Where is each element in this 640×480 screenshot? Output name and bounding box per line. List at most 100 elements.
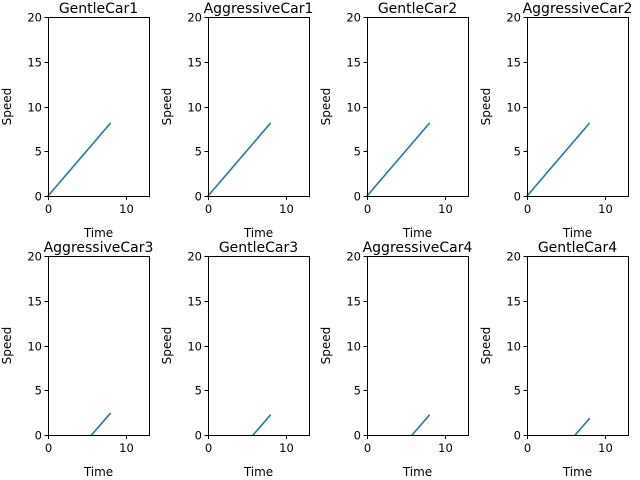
- x-tick-label: 0: [524, 202, 531, 216]
- speed-series-line: [574, 417, 591, 437]
- x-axis-label: Time: [562, 226, 592, 240]
- x-tick-label: 10: [598, 202, 613, 216]
- y-tick-label: 10: [187, 101, 202, 115]
- subplot-gentlecar1: GentleCar1 0 5 10 15 20 0 10 Time Speed: [0, 1, 150, 240]
- y-tick-label: 10: [346, 340, 361, 354]
- axes-frame: [48, 256, 150, 436]
- subplot-title: AggressiveCar4: [363, 240, 473, 256]
- y-tick-label: 20: [187, 11, 202, 25]
- subplot-title: AggressiveCar2: [523, 1, 633, 17]
- axes-frame: [208, 256, 310, 436]
- y-tick-label: 0: [35, 429, 42, 443]
- subplot-aggressivecar4: AggressiveCar4 0 5 10 15 20 0 10 Time Speed: [319, 240, 472, 479]
- y-tick-label: 20: [506, 11, 521, 25]
- x-tick-label: 10: [438, 441, 453, 455]
- y-tick-label: 5: [514, 145, 521, 159]
- y-axis-label: Speed: [160, 327, 174, 365]
- y-tick-label: 5: [35, 384, 42, 398]
- speed-series-line: [410, 414, 431, 437]
- x-axis-label: Time: [243, 465, 273, 479]
- axes-frame: [527, 256, 629, 436]
- y-tick-label: 15: [506, 295, 521, 309]
- y-tick-label: 10: [506, 101, 521, 115]
- subplot-title: GentleCar3: [219, 240, 298, 256]
- y-tick-label: 5: [35, 145, 42, 159]
- y-tick-label: 0: [514, 190, 521, 204]
- y-tick-label: 5: [514, 384, 521, 398]
- speed-series-line: [251, 414, 272, 437]
- y-axis-label: Speed: [160, 88, 174, 126]
- subplot-gentlecar4: GentleCar4 0 5 10 15 20 0 10 Time Speed: [479, 240, 629, 479]
- axes-frame: [527, 17, 629, 197]
- y-axis-label: Speed: [0, 327, 14, 365]
- y-tick-label: 15: [346, 56, 361, 70]
- x-tick-label: 10: [279, 441, 294, 455]
- y-tick-label: 0: [354, 429, 361, 443]
- x-tick-label: 0: [524, 441, 531, 455]
- x-tick-label: 0: [45, 202, 52, 216]
- y-tick-label: 20: [346, 11, 361, 25]
- y-axis-label: Speed: [319, 88, 333, 126]
- x-tick-label: 10: [438, 202, 453, 216]
- axes-frame: [48, 17, 150, 197]
- y-tick-label: 15: [346, 295, 361, 309]
- x-tick-label: 10: [279, 202, 294, 216]
- x-axis-label: Time: [402, 465, 432, 479]
- y-tick-label: 10: [187, 340, 202, 354]
- x-tick-label: 0: [364, 202, 371, 216]
- x-tick-label: 10: [119, 441, 134, 455]
- y-axis-label: Speed: [319, 327, 333, 365]
- y-tick-label: 10: [27, 340, 42, 354]
- y-tick-label: 15: [506, 56, 521, 70]
- y-tick-label: 20: [187, 250, 202, 264]
- y-tick-label: 0: [35, 190, 42, 204]
- y-tick-label: 15: [187, 56, 202, 70]
- x-axis-label: Time: [402, 226, 432, 240]
- speed-series-line: [206, 122, 272, 198]
- subplot-gentlecar3: GentleCar3 0 5 10 15 20 0 10 Time Speed: [160, 240, 310, 479]
- subplot-title: AggressiveCar1: [204, 1, 314, 17]
- y-axis-label: Speed: [479, 88, 493, 126]
- x-tick-label: 0: [205, 441, 212, 455]
- subplot-title: GentleCar2: [378, 1, 457, 17]
- x-tick-label: 0: [45, 441, 52, 455]
- y-tick-label: 20: [506, 250, 521, 264]
- x-axis-label: Time: [562, 465, 592, 479]
- axes-frame: [208, 17, 310, 197]
- y-tick-label: 0: [514, 429, 521, 443]
- x-tick-label: 10: [598, 441, 613, 455]
- subplot-aggressivecar2: AggressiveCar2 0 5 10 15 20 0 10 Time Speed: [479, 1, 632, 240]
- speed-series-line: [525, 122, 591, 198]
- y-tick-label: 15: [187, 295, 202, 309]
- y-tick-label: 15: [27, 56, 42, 70]
- y-tick-label: 20: [346, 250, 361, 264]
- y-tick-label: 15: [27, 295, 42, 309]
- speed-series-line: [46, 122, 112, 198]
- axes-frame: [367, 17, 469, 197]
- y-tick-label: 5: [354, 145, 361, 159]
- subplot-aggressivecar1: AggressiveCar1 0 5 10 15 20 0 10 Time Speed: [160, 1, 313, 240]
- subplot-title: GentleCar4: [538, 240, 617, 256]
- subplot-aggressivecar3: AggressiveCar3 0 5 10 15 20 0 10 Time Speed: [0, 240, 153, 479]
- subplot-gentlecar2: GentleCar2 0 5 10 15 20 0 10 Time Speed: [319, 1, 469, 240]
- y-tick-label: 20: [27, 11, 42, 25]
- y-tick-label: 10: [506, 340, 521, 354]
- y-tick-label: 20: [27, 250, 42, 264]
- subplot-title: AggressiveCar3: [44, 240, 154, 256]
- y-tick-label: 5: [195, 384, 202, 398]
- y-axis-label: Speed: [479, 327, 493, 365]
- speed-series-line: [90, 412, 112, 437]
- subplot-title: GentleCar1: [59, 1, 138, 17]
- y-tick-label: 10: [346, 101, 361, 115]
- y-tick-label: 0: [195, 190, 202, 204]
- speed-series-line: [365, 122, 431, 198]
- y-tick-label: 5: [195, 145, 202, 159]
- y-tick-label: 5: [354, 384, 361, 398]
- axes-frame: [367, 256, 469, 436]
- x-tick-label: 10: [119, 202, 134, 216]
- x-tick-label: 0: [364, 441, 371, 455]
- y-tick-label: 0: [354, 190, 361, 204]
- y-tick-label: 0: [195, 429, 202, 443]
- x-axis-label: Time: [83, 465, 113, 479]
